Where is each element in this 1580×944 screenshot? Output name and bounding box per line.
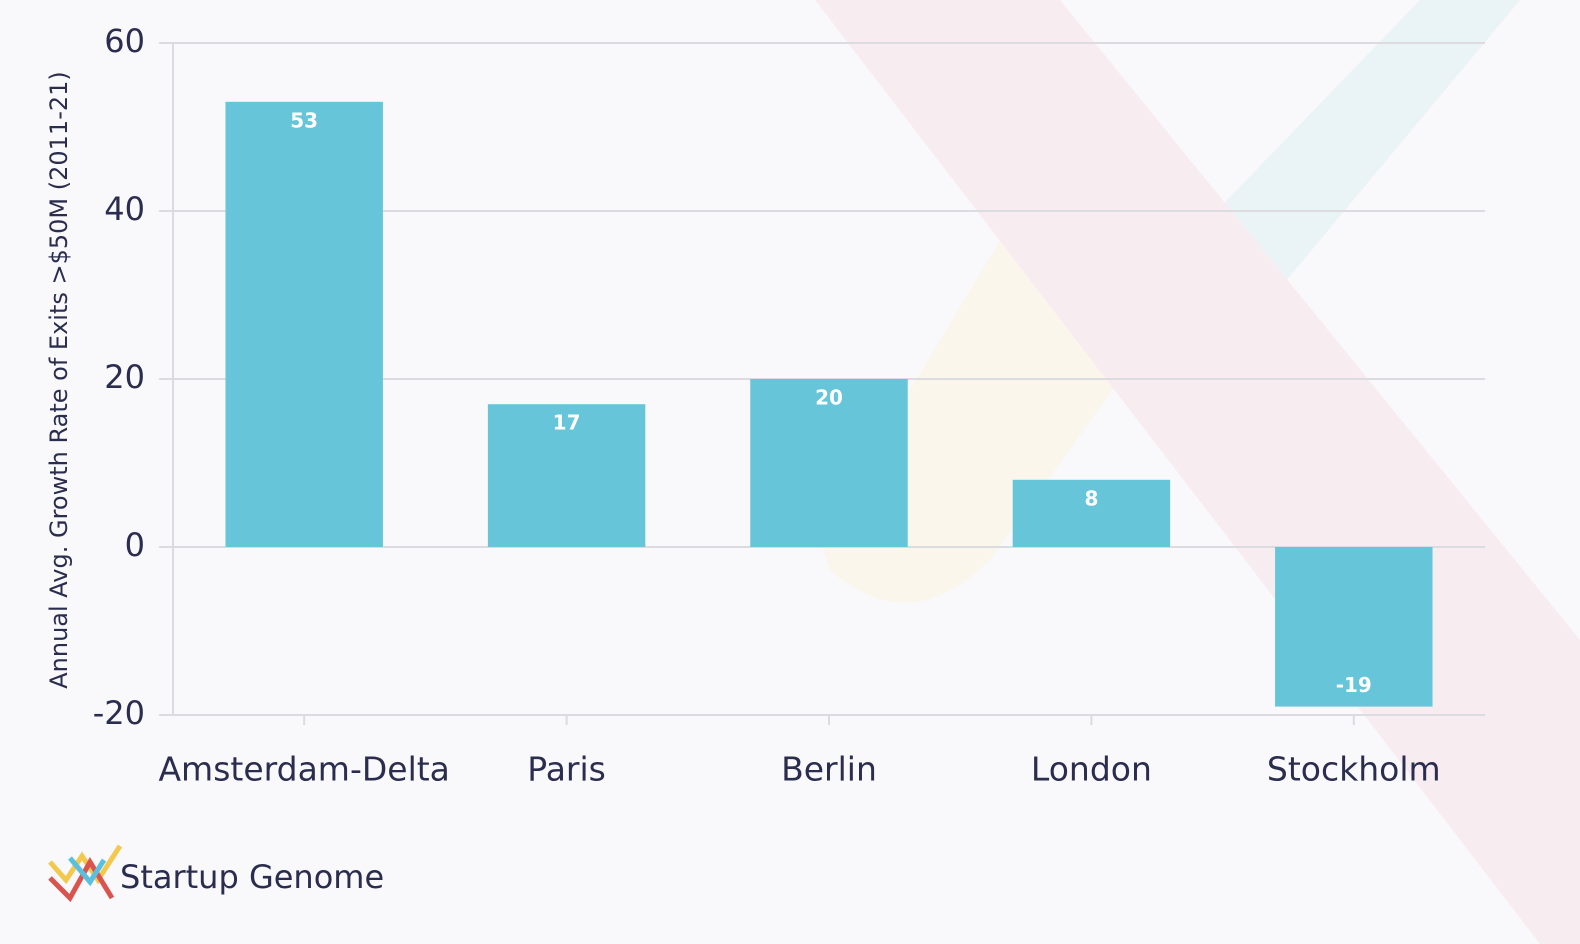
- x-tick-label: London: [1031, 750, 1152, 789]
- deco-pink: [815, 0, 1580, 944]
- y-tick-label: 60: [104, 22, 145, 60]
- bar: [487, 404, 646, 547]
- bar: [750, 379, 908, 547]
- data-label: -19: [1336, 673, 1372, 697]
- y-tick-label: 40: [104, 190, 145, 228]
- logo-mark-yellow: [48, 844, 123, 885]
- y-axis-label: Annual Avg. Growth Rate of Exits >$50M (…: [45, 71, 73, 689]
- logo: Startup Genome: [48, 844, 384, 903]
- x-tick-label: Amsterdam-Delta: [158, 750, 449, 789]
- data-label: 53: [290, 108, 318, 132]
- y-tick-label: -20: [93, 694, 145, 732]
- logo-mark-blue: [68, 856, 107, 887]
- bar: [225, 101, 383, 548]
- bar: [1012, 479, 1171, 547]
- logo-mark-red: [48, 857, 115, 903]
- data-label: 8: [1084, 486, 1098, 510]
- bar: [1275, 547, 1433, 707]
- y-tick-label: 0: [125, 526, 145, 564]
- x-tick-label: Berlin: [781, 750, 877, 789]
- x-tick-label: Paris: [527, 750, 606, 789]
- y-tick-label: 20: [104, 358, 145, 396]
- x-tick-label: Stockholm: [1267, 750, 1441, 789]
- data-label: 20: [815, 386, 843, 410]
- brand-name: Startup Genome: [120, 858, 384, 896]
- data-label: 17: [553, 411, 581, 435]
